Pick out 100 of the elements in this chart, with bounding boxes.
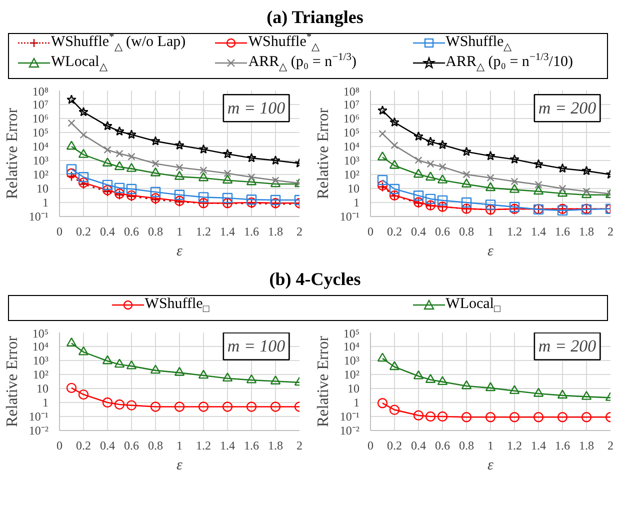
x-tick-label: 0.4 bbox=[100, 438, 115, 452]
y-tick-label: 1 bbox=[42, 196, 48, 210]
y-tick-label: 10² bbox=[32, 168, 49, 182]
x-tick-label: 1.6 bbox=[244, 438, 259, 452]
y-tick-label: 10⁻¹ bbox=[340, 210, 360, 224]
y-tick-label: 10⁻¹ bbox=[28, 410, 49, 424]
y-tick-label: 10 bbox=[348, 382, 360, 396]
x-tick-label: 0.4 bbox=[411, 224, 426, 238]
y-tick-label: 10⁶ bbox=[32, 112, 49, 126]
y-axis-title: Relative Error bbox=[4, 107, 21, 200]
x-tick-label: 0.8 bbox=[459, 224, 474, 238]
x-tick-label: 0 bbox=[56, 224, 62, 238]
x-tick-label: 0.8 bbox=[459, 438, 474, 452]
annotation: m = 100 bbox=[227, 98, 286, 118]
y-tick-label: 10⁻² bbox=[340, 424, 360, 438]
x-tick-label: 1.8 bbox=[268, 438, 283, 452]
x-axis-title: ε bbox=[176, 244, 183, 260]
x-tick-label: 0.4 bbox=[100, 224, 115, 238]
y-tick-label: 10⁻¹ bbox=[340, 410, 360, 424]
x-tick-label: 1.4 bbox=[531, 438, 546, 452]
x-tick-label: 1.8 bbox=[579, 438, 594, 452]
x-tick-label: 0.8 bbox=[148, 224, 163, 238]
y-axis-title: Relative Error bbox=[314, 107, 332, 200]
x-axis-title: ε bbox=[488, 458, 494, 474]
x-tick-label: 0.2 bbox=[387, 224, 402, 238]
annotation: m = 200 bbox=[538, 336, 597, 356]
y-axis-title: Relative Error bbox=[4, 335, 21, 428]
y-axis-title: Relative Error bbox=[314, 335, 332, 428]
x-tick-label: 1 bbox=[176, 224, 182, 238]
x-tick-label: 0.6 bbox=[435, 438, 450, 452]
y-tick-label: 10³ bbox=[32, 154, 49, 168]
y-tick-label: 10 bbox=[36, 382, 48, 396]
x-tick-label: 0.2 bbox=[76, 224, 91, 238]
y-tick-label: 10⁵ bbox=[343, 126, 360, 140]
y-tick-label: 10⁻² bbox=[28, 424, 49, 438]
y-tick-label: 10⁸ bbox=[343, 84, 360, 98]
x-tick-label: 1.2 bbox=[507, 438, 522, 452]
x-tick-label: 0 bbox=[368, 224, 374, 238]
annotation: m = 200 bbox=[538, 98, 597, 118]
x-tick-label: 1.4 bbox=[531, 224, 546, 238]
y-tick-label: 10⁸ bbox=[32, 84, 49, 98]
y-tick-label: 1 bbox=[42, 396, 48, 410]
x-tick-label: 0 bbox=[368, 438, 374, 452]
y-tick-label: 10⁵ bbox=[32, 326, 49, 340]
x-tick-label: 0.6 bbox=[435, 224, 450, 238]
y-tick-label: 10⁷ bbox=[343, 98, 360, 112]
x-axis-title: ε bbox=[176, 458, 183, 474]
y-tick-label: 10⁵ bbox=[32, 126, 49, 140]
chart-title: (a) Triangles bbox=[266, 6, 364, 29]
x-tick-label: 0.6 bbox=[124, 438, 139, 452]
x-tick-label: 2 bbox=[296, 438, 302, 452]
x-tick-label: 2 bbox=[296, 224, 302, 238]
chart-title: (b) 4-Cycles bbox=[269, 268, 361, 291]
x-tick-label: 1.6 bbox=[555, 224, 570, 238]
x-tick-label: 0 bbox=[56, 438, 62, 452]
y-tick-label: 10⁴ bbox=[32, 340, 49, 354]
y-tick-label: 10⁴ bbox=[343, 140, 360, 154]
x-tick-label: 2 bbox=[608, 438, 614, 452]
x-tick-label: 0.2 bbox=[76, 438, 91, 452]
y-tick-label: 10² bbox=[32, 368, 49, 382]
y-tick-label: 10⁴ bbox=[343, 340, 360, 354]
x-tick-label: 2 bbox=[608, 224, 614, 238]
x-tick-label: 1.6 bbox=[555, 438, 570, 452]
y-tick-label: 10⁴ bbox=[32, 140, 49, 154]
x-tick-label: 1.2 bbox=[507, 224, 522, 238]
x-tick-label: 1.2 bbox=[196, 224, 211, 238]
y-tick-label: 1 bbox=[354, 196, 360, 210]
y-tick-label: 10³ bbox=[344, 154, 360, 168]
legend-label: WLocal$_{△}$ bbox=[51, 54, 108, 73]
y-tick-label: 10 bbox=[36, 182, 48, 196]
y-tick-label: 10⁻¹ bbox=[28, 210, 49, 224]
x-tick-label: 1.2 bbox=[196, 438, 211, 452]
y-tick-label: 10⁶ bbox=[343, 112, 360, 126]
x-tick-label: 1.4 bbox=[220, 438, 235, 452]
y-tick-label: 10² bbox=[344, 368, 360, 382]
y-tick-label: 10⁵ bbox=[343, 326, 360, 340]
y-tick-label: 10³ bbox=[344, 354, 360, 368]
x-tick-label: 1.8 bbox=[579, 224, 594, 238]
legend-label: WShuffle$_{△}$ bbox=[446, 34, 512, 53]
x-axis-title: ε bbox=[488, 244, 494, 260]
x-tick-label: 1.6 bbox=[244, 224, 259, 238]
legend-label: WLocal$_{□}$ bbox=[446, 296, 500, 315]
x-tick-label: 0.6 bbox=[124, 224, 139, 238]
x-tick-label: 1.8 bbox=[268, 224, 283, 238]
legend-label: ARR$_{△}$ (p₀ = n$^{−1/3}$/10) bbox=[446, 52, 573, 73]
y-tick-label: 1 bbox=[354, 396, 360, 410]
y-tick-label: 10⁷ bbox=[32, 98, 49, 112]
x-tick-label: 1 bbox=[488, 438, 494, 452]
x-tick-label: 0.2 bbox=[387, 438, 402, 452]
x-tick-label: 0.8 bbox=[148, 438, 163, 452]
x-tick-label: 1 bbox=[488, 224, 494, 238]
x-tick-label: 1.4 bbox=[220, 224, 235, 238]
x-tick-label: 0.4 bbox=[411, 438, 426, 452]
y-tick-label: 10³ bbox=[32, 354, 49, 368]
y-tick-label: 10² bbox=[344, 168, 360, 182]
legend-label: WShuffle$_{□}$ bbox=[144, 296, 210, 315]
y-tick-label: 10 bbox=[348, 182, 360, 196]
x-tick-label: 1 bbox=[176, 438, 182, 452]
annotation: m = 100 bbox=[227, 336, 286, 356]
legend-label: ARR$_{△}$ (p₀ = n$^{−1/3}$) bbox=[248, 52, 356, 73]
